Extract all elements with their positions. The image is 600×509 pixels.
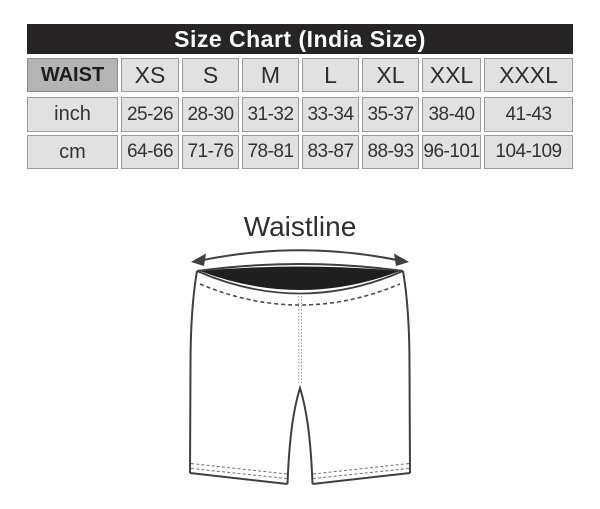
value-cell: 96-101 <box>422 135 481 169</box>
row-label-cm: cm <box>27 135 118 169</box>
center-seam-line <box>298 296 302 384</box>
value-cell: 88-93 <box>362 135 419 169</box>
value-cell: 28-30 <box>182 97 239 132</box>
size-cell-m: M <box>242 58 299 92</box>
value-cell: 71-76 <box>182 135 239 169</box>
waistline-label: Waistline <box>243 211 357 242</box>
value-cell: 78-81 <box>242 135 299 169</box>
value-cell: 33-34 <box>302 97 359 132</box>
size-cell-xxl: XXL <box>422 58 481 92</box>
row-label-inch: inch <box>27 97 118 132</box>
value-cell: 83-87 <box>302 135 359 169</box>
size-header-row: WAIST XS S M L XL XXL XXXL <box>27 58 573 92</box>
size-chart-title: Size Chart (India Size) <box>27 24 573 54</box>
value-cell: 25-26 <box>121 97 179 132</box>
waist-header-cell: WAIST <box>27 58 118 92</box>
waistband-bottom-edge <box>196 270 404 295</box>
table-row-cm: cm 64-66 71-76 78-81 83-87 88-93 96-101 … <box>27 135 573 169</box>
value-cell: 104-109 <box>484 135 573 169</box>
hem-stitch-lines <box>190 463 410 479</box>
shorts-outline <box>189 270 411 485</box>
size-cell-s: S <box>182 58 239 92</box>
table-row-inch: inch 25-26 28-30 31-32 33-34 35-37 38-40… <box>27 97 573 132</box>
value-cell: 38-40 <box>422 97 481 132</box>
value-cell: 41-43 <box>484 97 573 132</box>
waistband-opening <box>200 266 400 290</box>
waistline-arrow-icon <box>191 249 409 266</box>
size-cell-xxxl: XXXL <box>484 58 573 92</box>
value-cell: 31-32 <box>242 97 299 132</box>
value-cell: 35-37 <box>362 97 419 132</box>
size-cell-xl: XL <box>362 58 419 92</box>
size-cell-l: L <box>302 58 359 92</box>
size-chart-table: Size Chart (India Size) WAIST XS S M L X… <box>27 24 573 169</box>
value-cell: 64-66 <box>121 135 179 169</box>
size-cell-xs: XS <box>121 58 179 92</box>
waistband-top-edge <box>196 263 404 272</box>
